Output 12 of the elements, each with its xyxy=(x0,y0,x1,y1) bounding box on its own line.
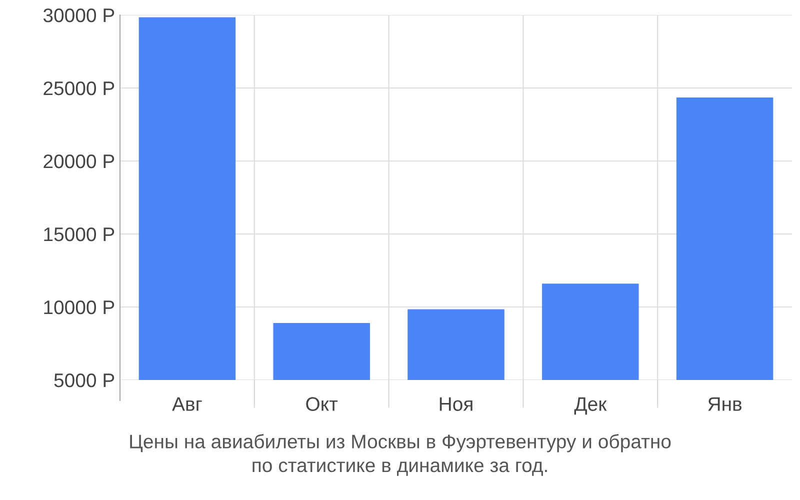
y-tick-label: 25000 Р xyxy=(44,81,114,96)
y-tick-label: 10000 Р xyxy=(44,300,114,314)
y-tick-label: 15000 Р xyxy=(44,227,114,242)
x-tick-label: Дек xyxy=(574,397,607,415)
y-tick-label: 20000 Р xyxy=(44,154,114,168)
x-tick-label: Авг xyxy=(172,397,202,411)
x-tick-label: Окт xyxy=(306,397,338,411)
text: Цены на авиабилеты из Москвы в Фуэртевентуру и обратно по статистике в динамике за год. xyxy=(130,434,671,476)
x-tick-label: Ноя xyxy=(440,397,472,411)
x-tick-label: Янв xyxy=(708,397,742,411)
y-tick-label: 5000 Р xyxy=(54,373,114,388)
y-tick-label: 30000 Р xyxy=(43,8,114,22)
